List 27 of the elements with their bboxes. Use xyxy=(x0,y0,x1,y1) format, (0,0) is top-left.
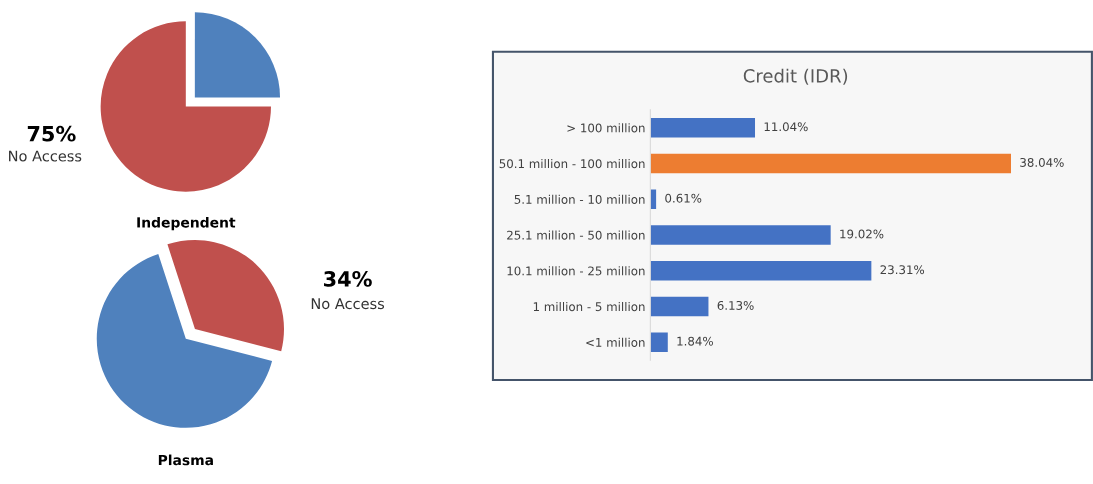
data-label: 1.84% xyxy=(677,336,713,346)
slice-label: No Access xyxy=(311,298,385,310)
text: Plasma xyxy=(158,454,213,466)
data-label: 23.31% xyxy=(880,265,925,275)
data-label: 19.02% xyxy=(840,229,884,239)
y-tick-label: 25.1 million - 50 million xyxy=(507,230,645,240)
bar xyxy=(650,332,668,353)
y-tick-label: 10.1 million - 25 million xyxy=(507,266,645,276)
bar xyxy=(650,117,756,138)
bar xyxy=(650,153,1012,174)
data-label: 75% xyxy=(27,125,76,142)
data-label: 34% xyxy=(324,271,372,287)
bar xyxy=(650,260,872,281)
slice-label: No Access xyxy=(9,150,82,162)
y-tick-label: 5.1 million - 10 million xyxy=(514,194,645,204)
data-label: 6.13% xyxy=(717,300,754,310)
bar xyxy=(650,296,709,317)
y-tick-label: <1 million xyxy=(586,337,645,347)
data-label: 0.61% xyxy=(665,193,702,203)
text: Independent xyxy=(137,216,236,231)
y-tick-label: 50.1 million - 100 million xyxy=(499,159,645,169)
chart-title: Credit (IDR) xyxy=(743,68,848,85)
data-label: 11.04% xyxy=(764,122,808,132)
y-tick-label: 1 million - 5 million xyxy=(533,301,645,312)
data-label: 38.04% xyxy=(1020,157,1064,167)
bar xyxy=(650,225,831,245)
y-tick-label: > 100 million xyxy=(567,123,645,133)
